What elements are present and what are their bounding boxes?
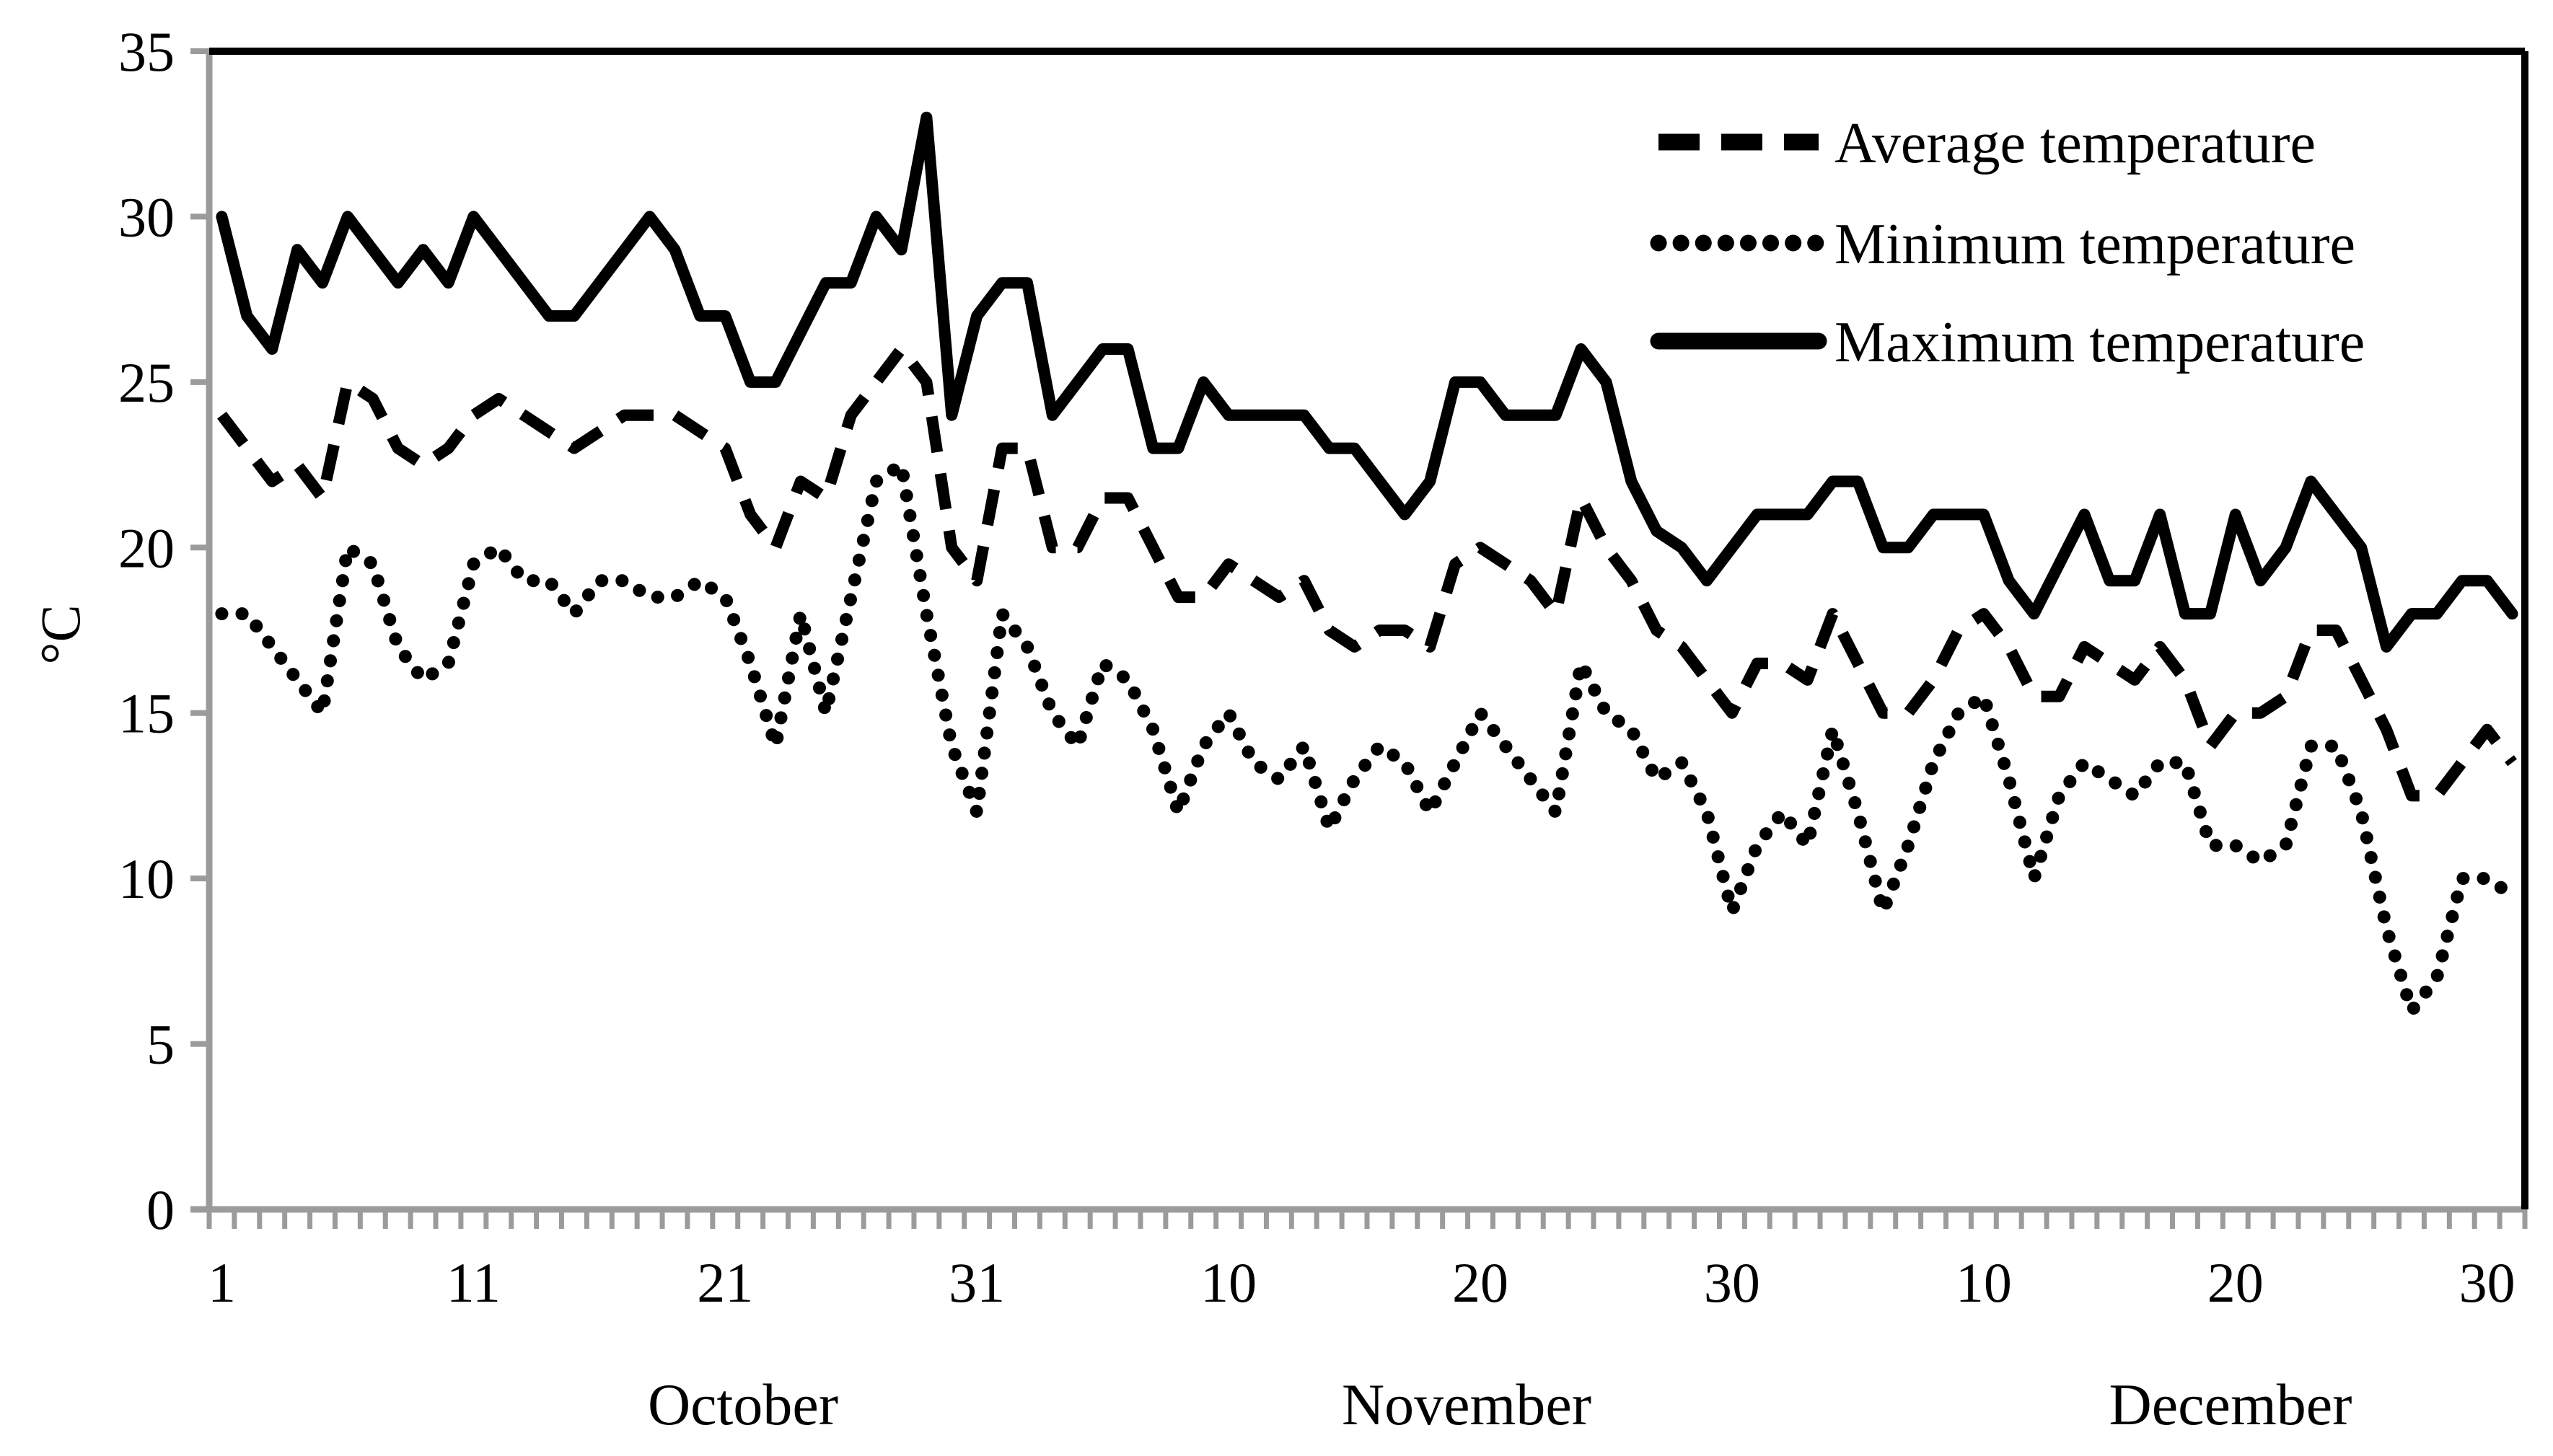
x-axis-tick-label: 31 [949,1251,1005,1314]
y-axis-tick-label: 20 [118,516,175,579]
y-axis-tick-label: 30 [118,185,175,248]
axes [190,48,2528,1229]
month-label-october: October [648,1372,838,1437]
y-axis-tick-label: 0 [146,1178,175,1241]
x-axis-tick-label: 11 [447,1251,501,1314]
y-axis-tick-label: 5 [146,1013,175,1076]
y-axis-title: °C [29,604,92,664]
series-maximum-line [216,111,2518,653]
legend-label-average: Average temperature [1834,112,2316,175]
x-axis-tick-label: 30 [2459,1251,2515,1314]
legend: Average temperature Minimum temperature Ma… [1650,112,2365,374]
plot-border [209,48,2528,1209]
x-axis-tick-label: 21 [697,1251,753,1314]
x-axis-tick-label: 1 [208,1251,236,1314]
y-axis-tick-label: 25 [118,351,175,414]
series-lines [215,111,2519,1018]
series-average-line [217,343,2517,802]
x-axis-tick-label: 30 [1704,1251,1760,1314]
y-axis-tick-label: 10 [118,847,175,910]
x-axis-tick-label: 10 [1956,1251,2012,1314]
month-label-november: November [1342,1372,1591,1437]
x-axis-tick-label: 20 [1452,1251,1508,1314]
series-minimum-line [215,458,2519,1018]
y-axis-tick-label: 15 [118,682,175,745]
x-axis-tick-label: 20 [2207,1251,2264,1314]
month-label-december: December [2109,1372,2352,1437]
x-axis-tick-label: 10 [1200,1251,1257,1314]
legend-label-maximum: Maximum temperature [1834,311,2365,374]
legend-label-minimum: Minimum temperature [1834,213,2355,276]
y-axis-tick-label: 35 [118,20,175,83]
